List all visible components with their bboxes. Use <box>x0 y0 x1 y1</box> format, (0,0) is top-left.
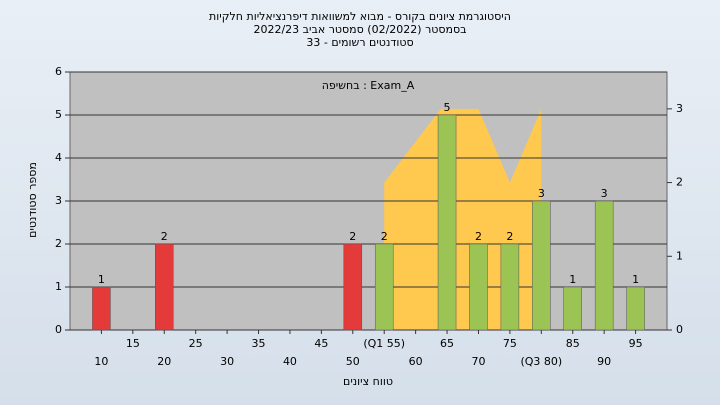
y2-tick-label: 2 <box>676 176 683 189</box>
x-tick-label: 50 <box>346 355 360 368</box>
y-tick-label: 6 <box>55 65 62 78</box>
x-tick-label: 20 <box>157 355 171 368</box>
x-tick-label: 85 <box>566 337 580 350</box>
annotation: בחשיפה : Exam_A <box>322 79 415 92</box>
y-axis-label: מספר סטודנטים <box>26 162 39 238</box>
y2-tick-label: 0 <box>676 323 683 336</box>
bar <box>92 286 111 331</box>
x-tick-label: (Q3 80) <box>520 355 562 368</box>
y-tick-label: 4 <box>55 151 62 164</box>
value-label: 3 <box>601 187 608 200</box>
value-label: 2 <box>349 230 356 243</box>
value-label: 2 <box>475 230 482 243</box>
value-label: 2 <box>506 230 513 243</box>
bar <box>563 286 582 331</box>
x-tick-label: 45 <box>314 337 328 350</box>
value-label: 1 <box>632 273 639 286</box>
bar <box>500 243 520 331</box>
bar <box>343 243 363 331</box>
x-tick-label: 90 <box>597 355 611 368</box>
y-tick-label: 1 <box>55 280 62 293</box>
x-tick-label: 65 <box>440 337 454 350</box>
x-tick-label: 70 <box>471 355 485 368</box>
value-label: 3 <box>538 187 545 200</box>
bar <box>155 243 174 331</box>
bar <box>374 243 394 331</box>
y-tick-label: 3 <box>55 194 62 207</box>
y2-tick-label: 3 <box>676 102 683 115</box>
x-tick-label: 75 <box>503 337 517 350</box>
y-tick-label: 0 <box>55 323 62 336</box>
bar <box>532 200 551 331</box>
value-label: 2 <box>161 230 168 243</box>
bar <box>437 114 457 331</box>
value-label: 2 <box>381 230 388 243</box>
y-tick-label: 2 <box>55 237 62 250</box>
y-tick-label: 5 <box>55 108 62 121</box>
title-line: בסמסטר (02/2022) סמסטר אביב 2022/23 <box>253 23 466 36</box>
value-label: 1 <box>569 273 576 286</box>
x-tick-label: (Q1 55) <box>363 337 405 350</box>
x-tick-label: 35 <box>252 337 266 350</box>
title-line: סטודנטים רשומים - 33 <box>306 36 413 49</box>
x-axis-label: טווח ציונים <box>343 375 393 388</box>
x-tick-label: 25 <box>189 337 203 350</box>
x-tick-label: 40 <box>283 355 297 368</box>
x-tick-label: 30 <box>220 355 234 368</box>
x-tick-label: 10 <box>94 355 108 368</box>
x-tick-label: 60 <box>409 355 423 368</box>
bar <box>594 200 614 331</box>
x-tick-label: 15 <box>126 337 140 350</box>
bar <box>469 243 488 331</box>
y2-tick-label: 1 <box>676 249 683 262</box>
value-label: 5 <box>444 101 451 114</box>
value-label: 1 <box>98 273 105 286</box>
title-line: היסטוגרמת ציונים בקורס - מבוא למשוואות ד… <box>209 10 511 23</box>
bar <box>626 286 645 331</box>
x-tick-label: 95 <box>629 337 643 350</box>
